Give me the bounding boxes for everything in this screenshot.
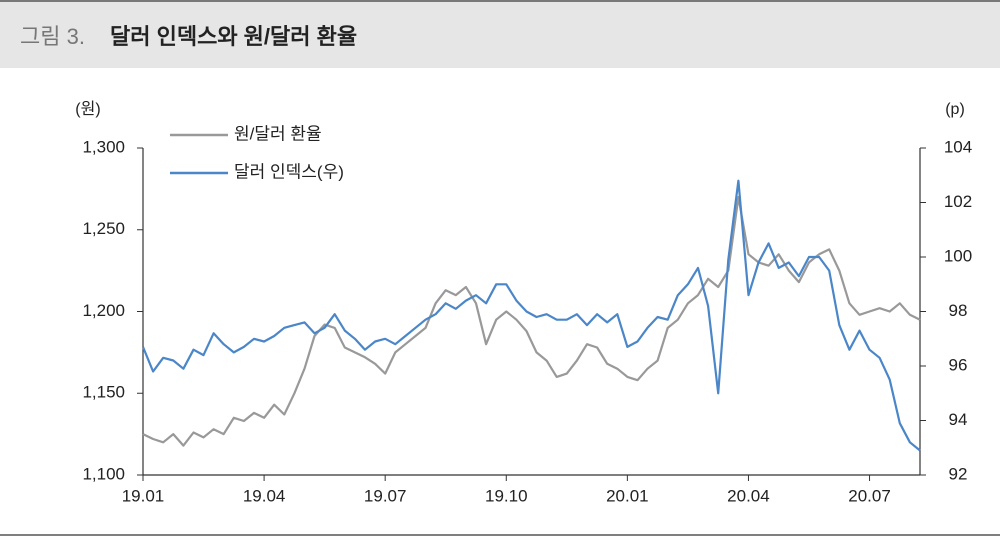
y2-tick-label: 104 (944, 137, 972, 156)
y2-tick-label: 96 (949, 355, 968, 374)
x-tick-label: 19.10 (485, 486, 528, 505)
y2-tick-label: 92 (949, 464, 968, 483)
y-unit: (원) (75, 100, 100, 118)
y-tick-label: 1,100 (82, 464, 125, 483)
y-tick-label: 1,200 (82, 301, 125, 320)
x-tick-label: 19.07 (364, 486, 407, 505)
x-tick-label: 19.01 (122, 486, 165, 505)
series-line (142, 196, 921, 447)
x-tick-label: 20.04 (727, 486, 770, 505)
y2-tick-label: 102 (944, 192, 972, 211)
x-tick-label: 20.01 (606, 486, 649, 505)
y2-tick-label: 94 (949, 410, 968, 429)
series-line (141, 179, 921, 452)
chart-title: 달러 인덱스와 원/달러 환율 (110, 24, 357, 49)
x-tick-label: 19.04 (243, 486, 286, 505)
y2-tick-label: 98 (949, 301, 968, 320)
figure-label: 그림 3. (20, 24, 85, 49)
y2-tick-label: 100 (944, 246, 972, 265)
title-band (0, 0, 1000, 68)
y-tick-label: 1,250 (82, 219, 125, 238)
legend-label: 달러 인덱스(우) (234, 162, 344, 181)
y-tick-label: 1,300 (82, 137, 125, 156)
x-tick-label: 20.07 (848, 486, 891, 505)
legend-label: 원/달러 환율 (234, 124, 322, 143)
y2-unit: (p) (945, 101, 965, 118)
y-tick-label: 1,150 (82, 383, 125, 402)
